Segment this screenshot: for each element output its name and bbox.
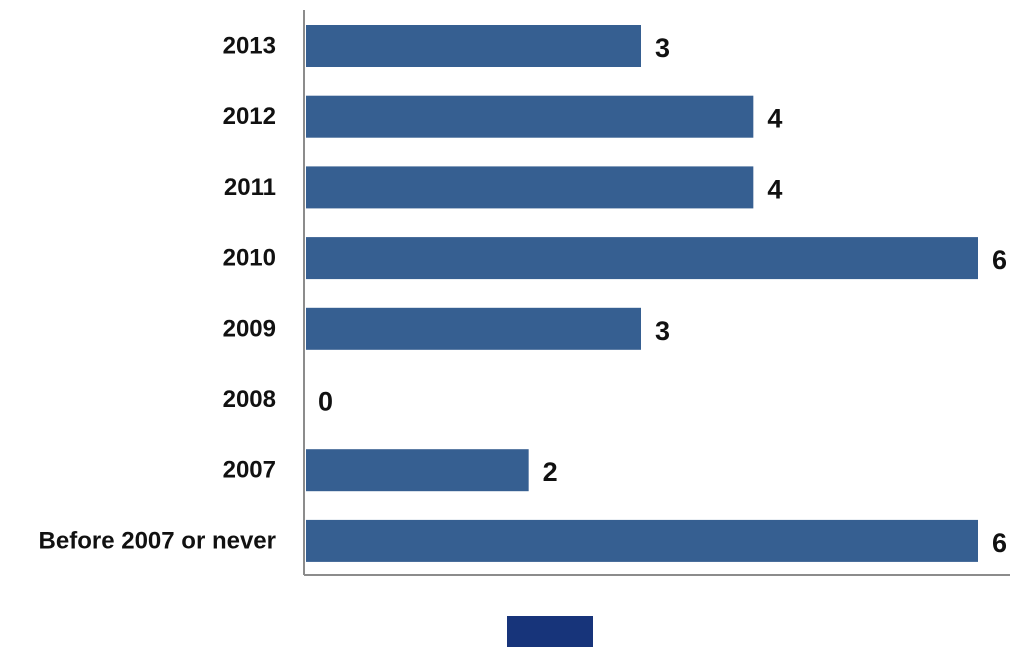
bar-before-2007-or-never: [306, 519, 978, 562]
category-label-2013: 2013: [223, 33, 276, 60]
value-label-2007: 2: [543, 457, 558, 487]
bar-2013: [306, 25, 641, 67]
category-label-2008: 2008: [223, 386, 276, 413]
value-label-2012: 4: [767, 104, 782, 134]
bar-2009: [306, 307, 641, 350]
bar-2010: [306, 237, 978, 280]
value-label-2008: 0: [318, 387, 333, 417]
category-labels-group: 2013 2012 2011 2010 2009 2008 2007 Before 2007 …: [39, 33, 276, 555]
value-label-2011: 4: [767, 174, 782, 204]
category-label-2007: 2007: [223, 457, 276, 484]
bar-2007: [306, 449, 529, 492]
value-label-2009: 3: [655, 316, 670, 346]
category-label-2011: 2011: [224, 174, 276, 201]
value-label-2013: 3: [655, 33, 670, 63]
value-labels-group: 3 4 4 6 3 0 2 6: [318, 33, 1007, 558]
bars-group: [306, 25, 978, 562]
category-label-2010: 2010: [223, 245, 276, 272]
category-label-2012: 2012: [223, 103, 276, 130]
bar-2012: [306, 95, 754, 138]
value-label-before-2007-or-never: 6: [992, 528, 1007, 558]
legend-swatch: [507, 616, 593, 647]
category-label-2009: 2009: [223, 315, 276, 342]
category-label-before-2007-or-never: Before 2007 or never: [39, 527, 276, 554]
value-label-2010: 6: [992, 245, 1007, 275]
bar-2011: [306, 166, 754, 209]
